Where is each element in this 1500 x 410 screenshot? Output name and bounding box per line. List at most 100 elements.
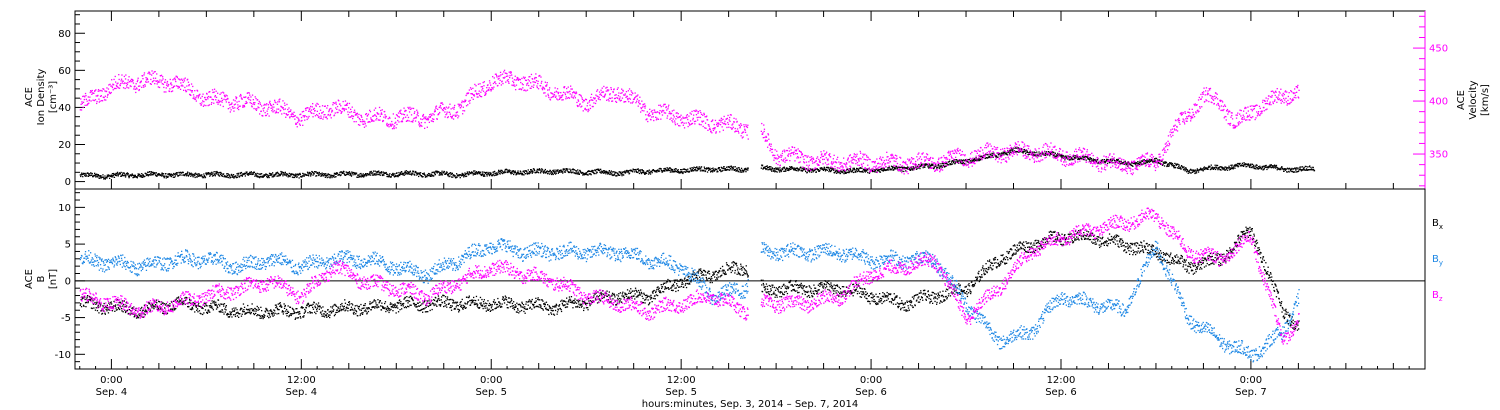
- density-point: [132, 174, 134, 176]
- density-point: [586, 171, 588, 174]
- velocity-point: [717, 125, 719, 127]
- velocity-point: [183, 78, 185, 80]
- density-point: [111, 176, 113, 178]
- velocity-point: [262, 110, 265, 112]
- velocity-point: [201, 102, 203, 104]
- density-point: [196, 176, 198, 178]
- velocity-point: [240, 95, 242, 97]
- velocity-point: [146, 81, 148, 83]
- density-point: [1286, 171, 1288, 173]
- velocity-point: [401, 120, 403, 122]
- density-point: [1048, 151, 1050, 153]
- velocity-point: [485, 90, 487, 93]
- velocity-point: [577, 105, 579, 108]
- velocity-point: [783, 158, 785, 160]
- velocity-point: [632, 101, 634, 103]
- density-point: [1027, 151, 1029, 153]
- velocity-point: [294, 115, 296, 117]
- density-point: [472, 174, 474, 176]
- density-point: [577, 169, 579, 171]
- velocity-point: [257, 103, 260, 105]
- density-point: [685, 171, 687, 173]
- density-point: [185, 173, 187, 175]
- density-point: [847, 171, 849, 174]
- density-point: [893, 169, 895, 171]
- density-point: [552, 173, 554, 176]
- density-point: [182, 171, 184, 174]
- velocity-point: [223, 98, 225, 100]
- density-point: [858, 169, 860, 171]
- density-point: [1251, 163, 1253, 166]
- velocity-point: [704, 116, 706, 118]
- density-point: [780, 170, 783, 172]
- velocity-point: [329, 108, 331, 110]
- density-point: [550, 172, 552, 174]
- density-point: [88, 174, 90, 176]
- velocity-point: [181, 79, 184, 81]
- density-point: [1093, 160, 1095, 162]
- density-point: [778, 171, 781, 173]
- density-point: [413, 173, 415, 175]
- density-point: [938, 165, 940, 167]
- density-point: [394, 173, 396, 175]
- velocity-point: [123, 82, 125, 85]
- density-point: [574, 172, 576, 175]
- velocity-point: [110, 85, 112, 87]
- density-point: [1176, 163, 1178, 165]
- density-point: [1111, 162, 1113, 164]
- density-point: [1202, 170, 1204, 172]
- velocity-point: [396, 114, 398, 117]
- density-point: [1282, 168, 1284, 171]
- velocity-point: [607, 99, 609, 101]
- density-point: [468, 171, 470, 173]
- density-point: [343, 171, 345, 173]
- velocity-point: [115, 84, 118, 87]
- density-point: [1126, 162, 1128, 164]
- velocity-point: [554, 87, 556, 89]
- velocity-point: [372, 115, 375, 117]
- density-point: [1303, 167, 1305, 170]
- density-point: [744, 169, 746, 171]
- velocity-point: [215, 99, 217, 101]
- density-point: [374, 170, 376, 172]
- density-point: [1069, 156, 1071, 158]
- density-point: [345, 171, 347, 173]
- density-point: [422, 173, 424, 175]
- density-point: [144, 175, 146, 177]
- density-point: [604, 171, 607, 173]
- velocity-point: [452, 107, 454, 109]
- velocity-point: [492, 82, 495, 85]
- density-point: [273, 174, 275, 176]
- density-point: [388, 175, 390, 178]
- velocity-point: [323, 116, 325, 118]
- velocity-point: [258, 100, 260, 103]
- velocity-point: [505, 75, 508, 77]
- density-point: [1138, 163, 1141, 165]
- velocity-point: [287, 114, 289, 116]
- velocity-point: [265, 114, 267, 117]
- density-point: [732, 167, 734, 170]
- velocity-point: [550, 96, 552, 99]
- density-point: [254, 175, 256, 177]
- density-point: [196, 174, 199, 176]
- density-point: [354, 172, 356, 174]
- density-point: [696, 170, 698, 172]
- velocity-point: [282, 107, 284, 109]
- velocity-point: [453, 108, 455, 110]
- density-point: [947, 161, 950, 163]
- density-point: [123, 175, 125, 177]
- velocity-point: [385, 116, 387, 118]
- velocity-point: [532, 78, 534, 80]
- velocity-point: [348, 116, 350, 118]
- velocity-point: [676, 112, 678, 114]
- density-point: [545, 172, 547, 174]
- density-point: [1234, 165, 1236, 167]
- velocity-point: [499, 79, 501, 81]
- density-point: [301, 176, 303, 178]
- velocity-point: [139, 85, 141, 87]
- velocity-point: [319, 105, 321, 108]
- density-point: [160, 174, 162, 176]
- density-point: [1076, 156, 1078, 158]
- velocity-point: [145, 79, 148, 81]
- velocity-point: [181, 84, 183, 86]
